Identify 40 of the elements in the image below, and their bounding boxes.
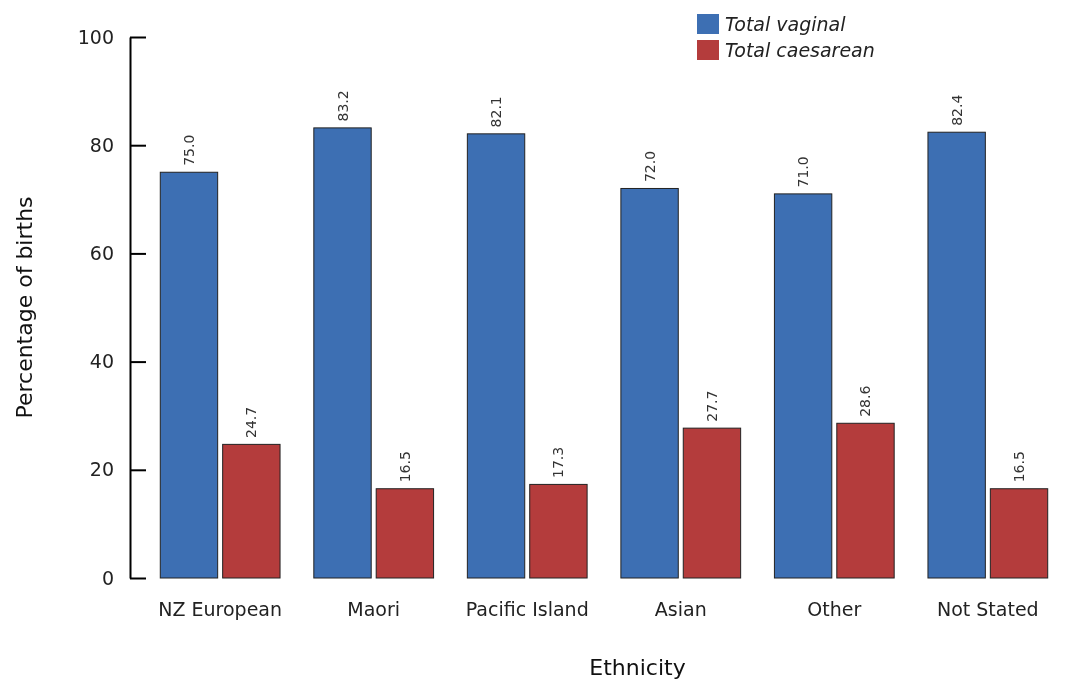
x-tick-label: NZ European (158, 598, 283, 620)
x-tick-label: Pacific Island (465, 598, 589, 620)
data-label: 83.2 (334, 90, 351, 122)
bar (682, 427, 742, 579)
bar (620, 187, 679, 579)
data-label: 16.5 (1011, 451, 1028, 483)
bar (989, 488, 1049, 579)
x-tick-label: Not Stated (936, 598, 1039, 620)
bar (159, 171, 219, 579)
x-axis-title: Ethnicity (589, 655, 686, 679)
x-tick-label: Asian (654, 598, 707, 620)
bar (773, 193, 833, 579)
y-tick-label: 60 (89, 241, 114, 264)
bar (927, 131, 986, 579)
y-tick-label: 100 (77, 25, 114, 48)
legend-label: Total caesarean (725, 38, 875, 61)
data-label: 82.1 (488, 96, 505, 128)
bar (313, 127, 372, 579)
bar (375, 488, 435, 579)
data-label: 72.0 (641, 150, 658, 183)
y-tick-label: 20 (89, 458, 114, 481)
y-tick-label: 40 (89, 350, 114, 373)
bar (836, 422, 895, 579)
y-tick-label: 0 (101, 566, 114, 589)
bar (466, 133, 526, 579)
data-label: 75.0 (180, 134, 197, 166)
data-label: 82.4 (948, 94, 965, 126)
x-tick-label: Maori (347, 598, 401, 620)
data-label: 24.7 (243, 406, 260, 438)
y-axis-title: Percentage of births (12, 196, 37, 419)
data-label: 27.7 (703, 390, 720, 422)
bar (222, 443, 281, 579)
data-label: 17.3 (550, 446, 567, 478)
x-tick-label: Other (807, 598, 862, 620)
legend-label: Total vaginal (725, 12, 847, 35)
data-label: 71.0 (795, 156, 812, 188)
data-label: 16.5 (396, 451, 413, 483)
bar (529, 483, 588, 579)
data-label: 28.6 (857, 385, 874, 417)
y-tick-label: 80 (89, 133, 114, 156)
